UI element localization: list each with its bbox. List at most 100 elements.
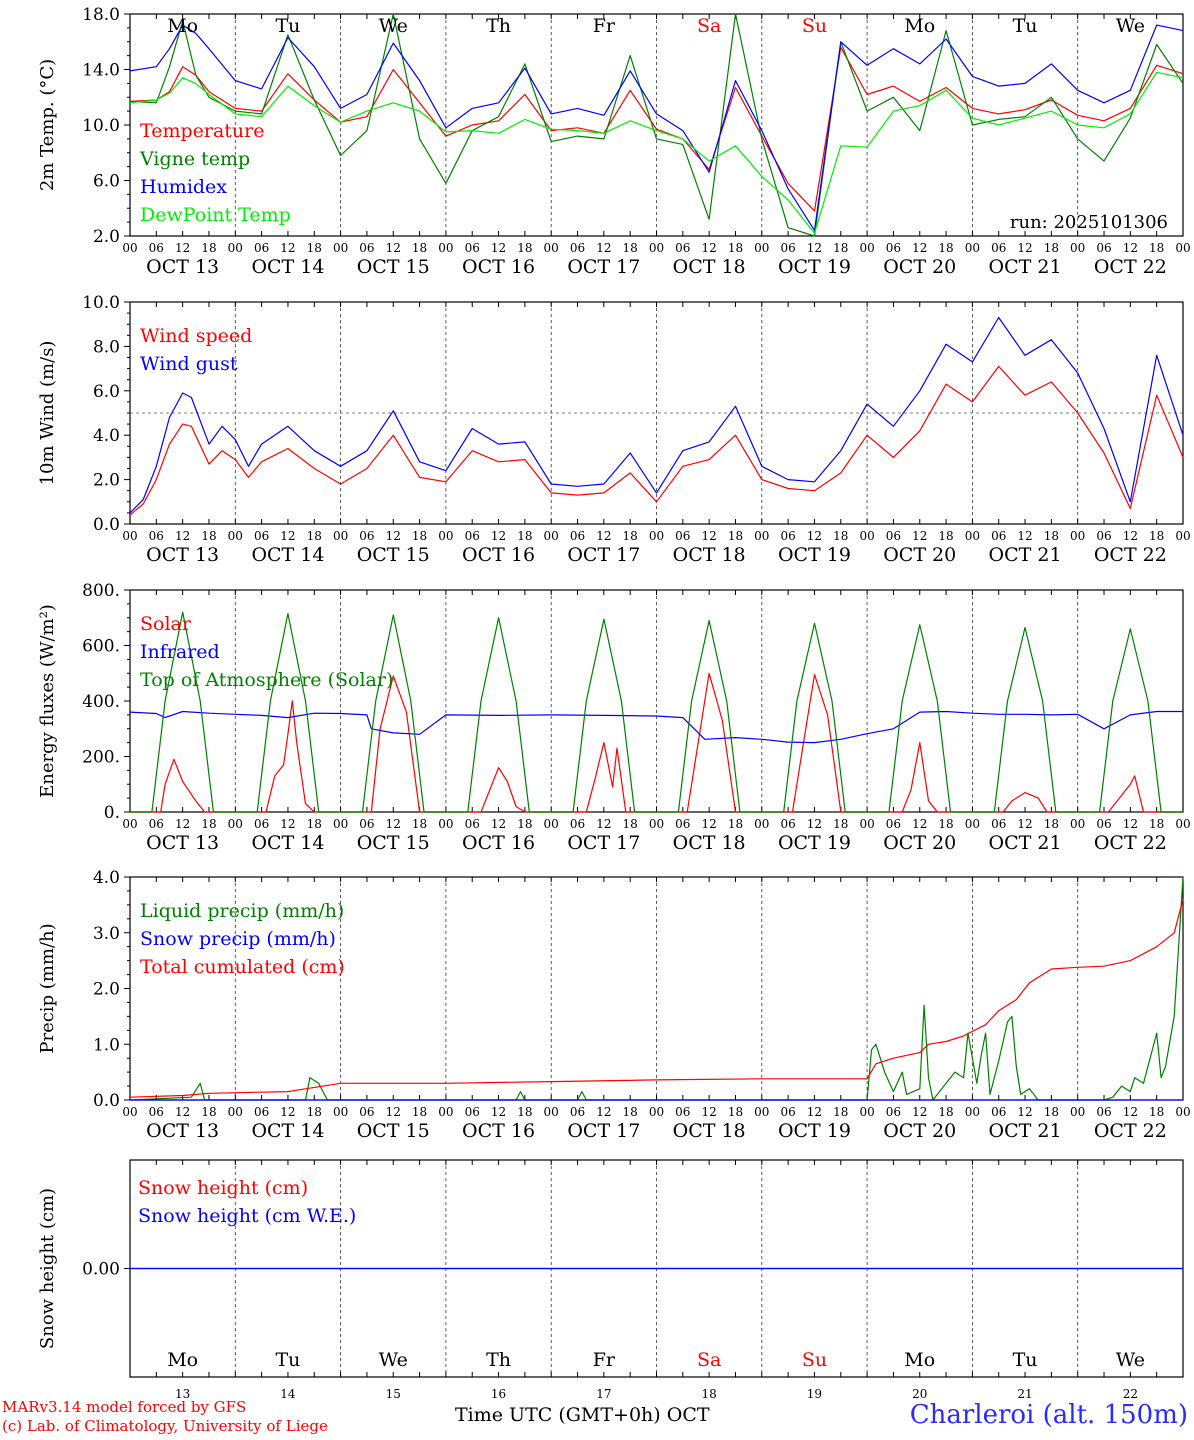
hour-tick-label: 18	[201, 817, 216, 831]
hour-tick-label: 18	[517, 1105, 532, 1119]
date-label: OCT 19	[778, 544, 851, 566]
weekday-label: Su	[802, 15, 827, 37]
hour-tick-label: 00	[228, 529, 243, 543]
hour-tick-label: 12	[1017, 1105, 1032, 1119]
hour-tick-label: 12	[175, 529, 190, 543]
series-line-liquid-precip-mm-h-	[129, 876, 1184, 1101]
series-line-vigne-temp	[129, 13, 1184, 237]
y-tick-label: 3.0	[93, 924, 120, 944]
legend-entry: Infrared	[140, 641, 220, 663]
y-tick-label: 0.	[104, 803, 120, 823]
date-label: OCT 21	[989, 256, 1062, 278]
weekday-label: Tu	[1013, 15, 1038, 37]
month-label: OCT	[666, 1404, 710, 1426]
panel-energy: 0. 200. 400. 600. 800. Energy fluxes (W/m²) 00…	[37, 581, 1191, 854]
hour-tick-label: 00	[1070, 241, 1085, 255]
legend-entry: Vigne temp	[139, 148, 250, 170]
hour-tick-label: 00	[754, 817, 769, 831]
weekday-label: We	[379, 1349, 408, 1371]
hour-tick-label: 00	[438, 1105, 453, 1119]
hour-tick-label: 00	[228, 241, 243, 255]
legend-entry: Humidex	[140, 176, 227, 198]
weekday-label: Tu	[1013, 1349, 1038, 1371]
legend-entry: Total cumulated (cm)	[140, 956, 345, 978]
hour-tick-label: 18	[833, 817, 848, 831]
series-line-infrared	[129, 710, 1183, 744]
hour-tick-label: 12	[807, 817, 822, 831]
date-label: OCT 13	[146, 544, 219, 566]
hour-tick-label: 06	[359, 241, 374, 255]
hour-tick-label: 18	[307, 241, 322, 255]
date-label: OCT 13	[146, 1120, 219, 1142]
hour-tick-label: 18	[623, 817, 638, 831]
weekday-label: Mo	[167, 15, 198, 37]
series-line-total-cumulated-cm-	[129, 899, 1184, 1098]
hour-tick-label: 06	[886, 241, 901, 255]
legend-entry: Liquid precip (mm/h)	[140, 900, 344, 922]
y-tick-label: 600.	[82, 637, 120, 657]
hour-tick-label: 12	[491, 241, 506, 255]
hour-tick-label: 18	[517, 817, 532, 831]
day-number-label: 20	[912, 1387, 927, 1401]
hour-tick-label: 18	[938, 529, 953, 543]
hour-tick-label: 06	[254, 1105, 269, 1119]
hour-tick-label: 06	[465, 817, 480, 831]
date-label: OCT 21	[989, 832, 1062, 854]
date-label: OCT 17	[567, 544, 640, 566]
hour-tick-label: 18	[201, 241, 216, 255]
hour-tick-label: 18	[938, 241, 953, 255]
legend-entry: Solar	[140, 613, 192, 635]
hour-tick-label: 00	[754, 1105, 769, 1119]
hour-tick-label: 18	[623, 1105, 638, 1119]
hour-tick-label: 12	[175, 241, 190, 255]
day-number-label: 19	[807, 1387, 822, 1401]
date-label: OCT 20	[883, 256, 956, 278]
hour-tick-label: 18	[307, 1105, 322, 1119]
hour-tick-label: 00	[965, 241, 980, 255]
weekday-label: Su	[802, 1349, 827, 1371]
hour-tick-label: 18	[412, 817, 427, 831]
hour-tick-label: 06	[780, 241, 795, 255]
date-label: OCT 19	[778, 832, 851, 854]
hour-tick-label: 06	[991, 1105, 1006, 1119]
hour-tick-label: 06	[780, 817, 795, 831]
hour-tick-label: 06	[570, 817, 585, 831]
y-axis-label: Snow height (cm)	[37, 1188, 58, 1349]
legend-entry: Wind speed	[140, 325, 252, 347]
weekday-label: Fr	[593, 1349, 616, 1371]
hour-tick-label: 00	[122, 817, 137, 831]
date-label: OCT 14	[251, 1120, 324, 1142]
hour-tick-label: 12	[912, 241, 927, 255]
hour-tick-label: 12	[491, 529, 506, 543]
hour-tick-label: 00	[544, 1105, 559, 1119]
series-line-wind-speed	[129, 365, 1184, 516]
hour-tick-label: 12	[280, 529, 295, 543]
hour-tick-label: 12	[386, 241, 401, 255]
hour-tick-label: 12	[280, 1105, 295, 1119]
y-axis-label: Energy fluxes (W/m²)	[37, 604, 58, 798]
footer-credits: MARv3.14 model forced by GFS (c) Lab. of…	[2, 1398, 328, 1436]
hour-tick-label: 18	[412, 241, 427, 255]
hour-tick-label: 06	[1096, 817, 1111, 831]
hour-tick-label: 18	[728, 529, 743, 543]
hour-tick-label: 00	[438, 241, 453, 255]
panel-wind: 0.0 2.0 4.0 6.0 8.0 10.0 10m Wind (m/s) 00 06 12 1…	[37, 293, 1191, 566]
hour-tick-label: 12	[280, 817, 295, 831]
hour-tick-label: 06	[359, 1105, 374, 1119]
date-label: OCT 17	[567, 832, 640, 854]
hour-tick-label: 18	[201, 529, 216, 543]
date-label: OCT 21	[989, 1120, 1062, 1142]
weekday-label: Tu	[275, 1349, 300, 1371]
date-label: OCT 17	[567, 1120, 640, 1142]
y-tick-label: 8.0	[93, 337, 120, 357]
weekday-label: Mo	[904, 1349, 935, 1371]
legend-entry: Temperature	[140, 120, 264, 142]
date-label: OCT 16	[462, 832, 535, 854]
hour-tick-label: 00	[965, 1105, 980, 1119]
hour-tick-label: 12	[175, 1105, 190, 1119]
y-tick-label: 4.0	[93, 426, 120, 446]
day-number-label: 21	[1017, 1387, 1032, 1401]
hour-tick-label: 18	[623, 241, 638, 255]
day-number-label: 18	[702, 1387, 717, 1401]
date-label: OCT 20	[883, 544, 956, 566]
